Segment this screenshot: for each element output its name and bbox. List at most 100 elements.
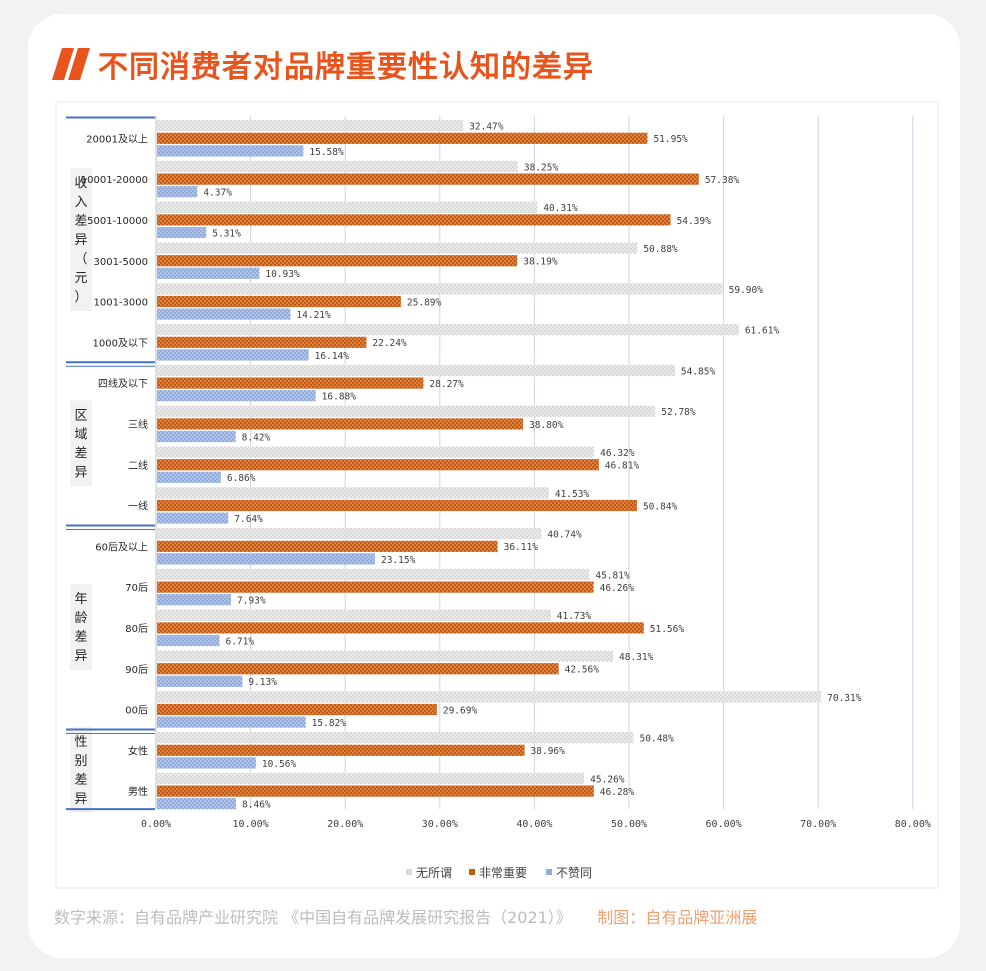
x-tick-label: 0.00% — [141, 819, 171, 830]
bar — [157, 785, 594, 797]
data-label: 54.39% — [677, 216, 712, 227]
data-label: 5.31% — [212, 228, 241, 239]
data-label: 6.71% — [225, 636, 254, 647]
bar — [157, 703, 437, 716]
bar — [157, 528, 542, 540]
data-label: 50.88% — [643, 244, 678, 255]
category-label: 60后及以上 — [95, 541, 148, 553]
bar — [157, 145, 304, 157]
category-label: 男性 — [128, 785, 148, 798]
category-label: 1001-3000 — [93, 298, 148, 309]
x-tick-label: 40.00% — [516, 819, 552, 830]
data-label: 50.48% — [640, 734, 675, 745]
data-label: 38.80% — [529, 420, 564, 431]
source-text: 数字来源：自有品牌产业研究院 《中国自有品牌发展研究报告（2021）》 — [54, 908, 572, 927]
bar — [157, 377, 424, 389]
legend: 无所谓 非常重要 不赞同 — [406, 866, 592, 880]
bar — [157, 132, 648, 144]
data-label: 59.90% — [729, 285, 764, 296]
data-label: 46.32% — [600, 448, 635, 459]
category-label: 3001-5000 — [93, 257, 148, 268]
legend-swatch — [546, 869, 552, 875]
bar — [157, 459, 599, 471]
x-tick-label: 50.00% — [611, 819, 647, 830]
bar — [157, 744, 525, 756]
slash-logo-icon — [52, 48, 90, 80]
bar — [157, 716, 306, 728]
bar — [157, 349, 309, 361]
bar — [157, 390, 316, 402]
data-label: 48.31% — [619, 652, 654, 663]
group-label-bg — [70, 167, 92, 311]
data-label: 38.19% — [523, 257, 558, 268]
data-label: 46.26% — [600, 583, 635, 594]
category-label: 5001-10000 — [87, 216, 148, 227]
bar — [157, 594, 232, 606]
bar — [157, 308, 291, 320]
data-label: 45.26% — [590, 774, 625, 785]
bar — [157, 214, 671, 226]
data-label: 9.13% — [248, 677, 277, 688]
group-label: 区域差异 — [74, 408, 87, 480]
value-labels: 32.47% 51.95% 15.58% 38.25% 57.38% 4.37% 40.31… — [203, 122, 861, 811]
bar — [157, 732, 634, 744]
x-tick-label: 70.00% — [800, 819, 836, 830]
bar — [157, 499, 637, 512]
page-title: 不同消费者对品牌重要性认知的差异 — [98, 50, 594, 85]
bar — [157, 295, 401, 308]
data-label: 51.95% — [653, 134, 688, 145]
data-label: 45.81% — [595, 570, 630, 581]
x-tick-label: 60.00% — [706, 819, 742, 830]
category-label: 10001-20000 — [81, 175, 148, 186]
data-label: 7.64% — [234, 514, 263, 525]
data-label: 6.86% — [227, 473, 256, 484]
data-label: 10.56% — [262, 759, 297, 770]
x-tick-label: 30.00% — [422, 819, 458, 830]
category-label: 三线 — [128, 418, 148, 431]
bar — [157, 267, 260, 279]
bar — [157, 173, 699, 185]
bar — [157, 650, 614, 662]
legend-swatch — [406, 869, 412, 875]
group-label: 收入差异（元） — [74, 176, 87, 305]
bar — [157, 160, 518, 173]
data-label: 70.31% — [827, 693, 862, 704]
data-label: 16.14% — [315, 351, 350, 362]
plot-frame — [55, 101, 939, 889]
bar — [157, 186, 198, 198]
group-label: 年龄差异 — [74, 592, 87, 664]
bar — [157, 663, 559, 675]
title-bar: 不同消费者对品牌重要性认知的差异 — [52, 42, 594, 86]
bar — [157, 430, 236, 443]
data-label: 15.58% — [309, 147, 344, 158]
bar — [157, 226, 207, 239]
bar — [157, 283, 723, 295]
data-label: 8.42% — [242, 432, 271, 443]
group-label-bg — [70, 584, 92, 670]
data-label: 54.85% — [681, 366, 716, 377]
legend-label: 非常重要 — [479, 866, 527, 880]
category-label: 一线 — [128, 500, 148, 513]
data-label: 36.11% — [504, 542, 539, 553]
bar — [157, 471, 221, 483]
data-label: 32.47% — [469, 122, 504, 133]
bar — [157, 675, 243, 687]
category-label: 女性 — [128, 744, 148, 757]
data-label: 29.69% — [443, 705, 478, 716]
data-label: 38.96% — [531, 746, 566, 757]
data-label: 61.61% — [745, 326, 780, 337]
data-label: 4.37% — [203, 188, 232, 199]
category-label: 80后 — [125, 623, 148, 635]
bar — [157, 634, 220, 647]
data-label: 40.74% — [547, 530, 582, 541]
group-label-bg — [70, 400, 92, 487]
data-label: 14.21% — [296, 310, 331, 321]
data-label: 52.78% — [661, 407, 696, 418]
bar — [157, 487, 549, 499]
category-label: 70后 — [125, 582, 148, 594]
bar — [157, 553, 375, 565]
bar — [157, 757, 256, 769]
category-label: 二线 — [128, 459, 148, 472]
data-label: 23.15% — [381, 555, 416, 566]
